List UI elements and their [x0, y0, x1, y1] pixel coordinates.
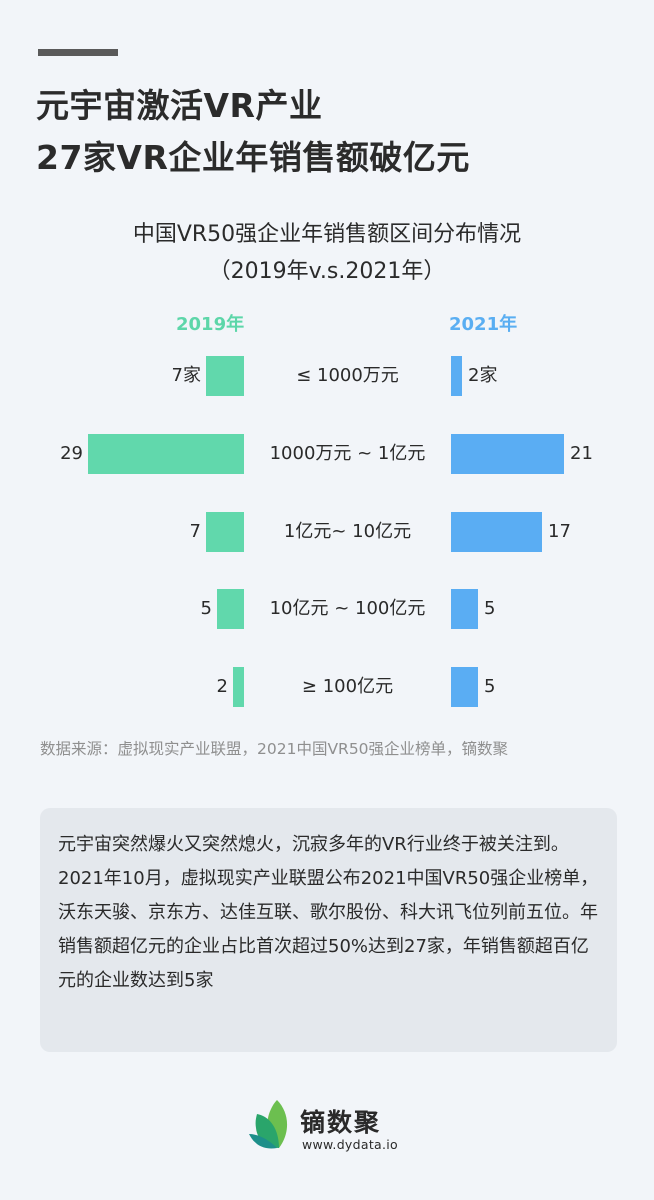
dydata-leaf-logo-icon: [249, 1100, 288, 1149]
chart-row: 29 1000万元 ~ 1亿元 21: [0, 434, 654, 474]
value-label-2019: 7: [189, 521, 201, 542]
bar-2019: [233, 667, 244, 707]
chart-row: 7家 ≤ 1000万元 2家: [0, 356, 654, 396]
bar-2019: [206, 512, 244, 552]
headline-line-2: 27家VR企业年销售额破亿元: [36, 138, 470, 177]
value-label-2021: 5: [484, 676, 496, 697]
brand-name: 镝数聚: [300, 1108, 382, 1137]
bar-2019: [206, 356, 244, 396]
bar-2021: [451, 667, 478, 707]
bar-2019: [88, 434, 244, 474]
summary-box: 元宇宙突然爆火又突然熄火，沉寂多年的VR行业终于被关注到。2021年10月，虚拟…: [40, 808, 617, 1052]
chart-title: 中国VR50强企业年销售额区间分布情况 （2019年v.s.2021年）: [0, 216, 654, 290]
summary-text: 元宇宙突然爆火又突然熄火，沉寂多年的VR行业终于被关注到。2021年10月，虚拟…: [58, 834, 599, 991]
value-label-2019: 5: [200, 598, 212, 619]
chart-row: 2 ≥ 100亿元 5: [0, 667, 654, 707]
value-label-2019: 2: [216, 676, 228, 697]
chart-subtitle: （2019年v.s.2021年）: [208, 259, 446, 284]
value-label-2021: 17: [548, 521, 571, 542]
value-label-2021: 2家: [468, 365, 498, 386]
category-label: 1000万元 ~ 1亿元: [269, 443, 426, 464]
bar-2021: [451, 512, 542, 552]
chart-row: 7 1亿元~ 10亿元 17: [0, 512, 654, 552]
page-headline: 元宇宙激活VR产业 27家VR企业年销售额破亿元: [36, 80, 470, 184]
chart-title-main: 中国VR50强企业年销售额区间分布情况: [132, 222, 522, 247]
chart-row: 5 10亿元 ~ 100亿元 5: [0, 589, 654, 629]
brand-url: www.dydata.io: [302, 1137, 398, 1152]
top-rule-divider: [38, 49, 118, 56]
bar-2021: [451, 434, 564, 474]
headline-line-1: 元宇宙激活VR产业: [36, 86, 323, 125]
category-label: ≤ 1000万元: [296, 365, 399, 386]
category-label: ≥ 100亿元: [301, 676, 394, 697]
legend-2021: 2021年: [449, 314, 518, 335]
category-label: 10亿元 ~ 100亿元: [269, 598, 426, 619]
value-label-2019: 29: [60, 443, 83, 464]
data-source-note: 数据来源：虚拟现实产业联盟，2021中国VR50强企业榜单，镝数聚: [40, 740, 509, 758]
bar-2021: [451, 589, 478, 629]
bar-2019: [217, 589, 244, 629]
value-label-2019: 7家: [171, 365, 201, 386]
value-label-2021: 5: [484, 598, 496, 619]
category-label: 1亿元~ 10亿元: [283, 521, 412, 542]
bar-2021: [451, 356, 462, 396]
value-label-2021: 21: [570, 443, 593, 464]
legend-2019: 2019年: [176, 314, 245, 335]
